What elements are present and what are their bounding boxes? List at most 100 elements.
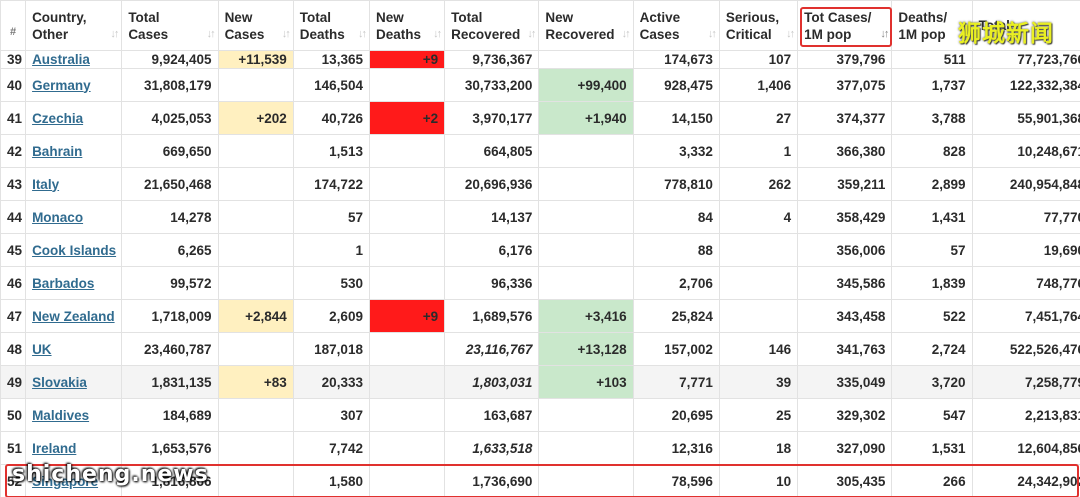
cell-total-cases: 14,278 bbox=[121, 200, 219, 234]
country-link[interactable]: Maldives bbox=[32, 407, 90, 423]
cell-rank: 44 bbox=[0, 200, 27, 234]
column-header-label: Tot Cases/ 1M pop bbox=[804, 9, 872, 42]
cell-tot-cases-1m: 343,458 bbox=[797, 299, 893, 333]
column-header-label: # bbox=[9, 26, 17, 38]
cell-deaths-1m: 2,899 bbox=[891, 167, 973, 201]
cell-total-recovered: 664,805 bbox=[444, 134, 540, 168]
sort-arrows-icon[interactable]: ↓↑ bbox=[281, 28, 291, 40]
column-header-tot-cases-1m[interactable]: Tot Cases/ 1M pop ↓↑ bbox=[797, 0, 893, 51]
country-link[interactable]: Australia bbox=[32, 52, 90, 67]
cell-deaths-1m: 1,839 bbox=[891, 266, 973, 300]
cell-serious-critical: 146 bbox=[718, 332, 799, 366]
cell-serious-critical: 107 bbox=[718, 50, 799, 69]
cell-new-recovered bbox=[538, 233, 634, 267]
cell-active-cases: 3,332 bbox=[632, 134, 720, 168]
cell-deaths-1m: 522 bbox=[891, 299, 973, 333]
column-header-label: Total Recovered bbox=[451, 9, 521, 42]
column-header-new-recovered[interactable]: New Recovered ↓↑ bbox=[538, 0, 634, 51]
country-link[interactable]: UK bbox=[32, 341, 52, 357]
cell-tot-cases-1m: 359,211 bbox=[797, 167, 893, 201]
column-header-label: Deaths/ 1M pop bbox=[898, 9, 948, 42]
table-row: 51 Ireland 1,653,576 7,742 1,633,518 12,316 18… bbox=[0, 431, 1080, 465]
cell-new-cases bbox=[217, 200, 294, 234]
cell-new-recovered bbox=[538, 134, 634, 168]
cell-tot-cases-1m: 329,302 bbox=[797, 398, 893, 432]
country-link[interactable]: Italy bbox=[32, 176, 60, 192]
sort-arrows-icon[interactable]: ↓↑ bbox=[206, 28, 216, 40]
column-header-serious-critical[interactable]: Serious, Critical ↓↑ bbox=[718, 0, 799, 51]
cell-tot-cases-1m: 377,075 bbox=[797, 68, 893, 102]
table-row: 43 Italy 21,650,468 174,722 20,696,936 778,81… bbox=[0, 167, 1080, 201]
cell-total-deaths: 1,580 bbox=[292, 464, 370, 497]
cell-rank: 42 bbox=[0, 134, 27, 168]
sort-arrows-icon[interactable]: ↓↑ bbox=[357, 28, 367, 40]
cell-active-cases: 84 bbox=[632, 200, 720, 234]
country-link[interactable]: Cook Islands bbox=[32, 242, 117, 258]
column-header-new-deaths[interactable]: New Deaths ↓↑ bbox=[368, 0, 446, 51]
cell-deaths-1m: 1,431 bbox=[891, 200, 973, 234]
cell-new-recovered bbox=[538, 464, 634, 497]
country-link[interactable]: Barbados bbox=[32, 275, 95, 291]
cell-new-recovered: +103 bbox=[538, 365, 634, 399]
cell-deaths-1m: 266 bbox=[891, 464, 973, 497]
sort-arrows-icon[interactable]: ↓↑ bbox=[707, 28, 717, 40]
cell-total-tests: 7,451,764 bbox=[971, 299, 1080, 333]
cell-total-tests: 55,901,368 bbox=[971, 101, 1080, 135]
cell-country: Ireland bbox=[25, 431, 123, 465]
cell-serious-critical: 4 bbox=[718, 200, 799, 234]
cell-new-recovered: +3,416 bbox=[538, 299, 634, 333]
column-header-country[interactable]: Country, Other ↓↑ bbox=[25, 0, 123, 51]
cell-new-recovered bbox=[538, 50, 634, 69]
cell-total-tests: 12,604,856 bbox=[971, 431, 1080, 465]
column-header-label: Total Cases bbox=[128, 9, 169, 42]
country-link[interactable]: Ireland bbox=[32, 440, 77, 456]
country-link[interactable]: Singapore bbox=[32, 473, 99, 489]
column-header-label: Serious, Critical bbox=[725, 9, 780, 42]
cell-new-recovered bbox=[538, 398, 634, 432]
column-header-total-cases[interactable]: Total Cases ↓↑ bbox=[121, 0, 219, 51]
column-header-rank[interactable]: # bbox=[0, 0, 27, 51]
cell-total-deaths: 174,722 bbox=[292, 167, 370, 201]
sort-arrows-icon[interactable]: ↓↑ bbox=[110, 28, 119, 40]
country-link[interactable]: Germany bbox=[32, 77, 91, 93]
cell-country: New Zealand bbox=[25, 299, 123, 333]
cell-country: Cook Islands bbox=[25, 233, 123, 267]
column-header-new-cases[interactable]: New Cases ↓↑ bbox=[217, 0, 294, 51]
column-header-label: New Cases bbox=[224, 9, 265, 42]
country-link[interactable]: Slovakia bbox=[32, 374, 87, 390]
table-row: 40 Germany 31,808,179 146,504 30,733,200 +99,… bbox=[0, 68, 1080, 102]
cell-total-recovered: 9,736,367 bbox=[444, 50, 540, 69]
cell-total-deaths: 530 bbox=[292, 266, 370, 300]
cell-rank: 47 bbox=[0, 299, 27, 333]
table-row: 46 Barbados 99,572 530 96,336 2,706 345,586 1,8… bbox=[0, 266, 1080, 300]
country-link[interactable]: Monaco bbox=[32, 209, 84, 225]
cell-deaths-1m: 3,720 bbox=[891, 365, 973, 399]
column-header-label: Country, Other bbox=[32, 9, 87, 42]
column-header-total-tests[interactable]: Total↓↑ bbox=[971, 0, 1080, 51]
cell-tot-cases-1m: 327,090 bbox=[797, 431, 893, 465]
sort-arrows-icon[interactable]: ↓↑ bbox=[621, 28, 631, 40]
country-link[interactable]: Czechia bbox=[32, 110, 84, 126]
cell-total-tests: 522,526,476 bbox=[971, 332, 1080, 366]
cell-new-recovered: +99,400 bbox=[538, 68, 634, 102]
country-link[interactable]: Bahrain bbox=[32, 143, 83, 159]
country-link[interactable]: New Zealand bbox=[32, 308, 115, 324]
cell-new-deaths bbox=[368, 464, 446, 497]
cell-active-cases: 7,771 bbox=[632, 365, 720, 399]
cell-new-deaths bbox=[368, 167, 446, 201]
column-header-label: Total Deaths bbox=[299, 9, 345, 42]
sort-arrows-icon[interactable]: ↓↑ bbox=[880, 28, 889, 40]
column-header-deaths-1m[interactable]: Deaths/ 1M pop ↓↑ bbox=[891, 0, 973, 51]
sort-arrows-icon[interactable]: ↓↑ bbox=[786, 28, 795, 40]
table-row: 52 Singapore 1,816,866 1,580 1,736,690 78,596… bbox=[0, 464, 1080, 497]
sort-arrows-icon[interactable]: ↓↑ bbox=[960, 28, 970, 40]
column-header-active-cases[interactable]: Active Cases ↓↑ bbox=[632, 0, 720, 51]
cell-country: Slovakia bbox=[25, 365, 123, 399]
cell-total-deaths: 1 bbox=[292, 233, 370, 267]
cell-active-cases: 78,596 bbox=[632, 464, 720, 497]
sort-arrows-icon[interactable]: ↓↑ bbox=[433, 28, 442, 40]
cell-total-recovered: 96,336 bbox=[444, 266, 540, 300]
column-header-total-recovered[interactable]: Total Recovered ↓↑ bbox=[444, 0, 540, 51]
sort-arrows-icon[interactable]: ↓↑ bbox=[527, 28, 536, 40]
column-header-total-deaths[interactable]: Total Deaths ↓↑ bbox=[292, 0, 370, 51]
